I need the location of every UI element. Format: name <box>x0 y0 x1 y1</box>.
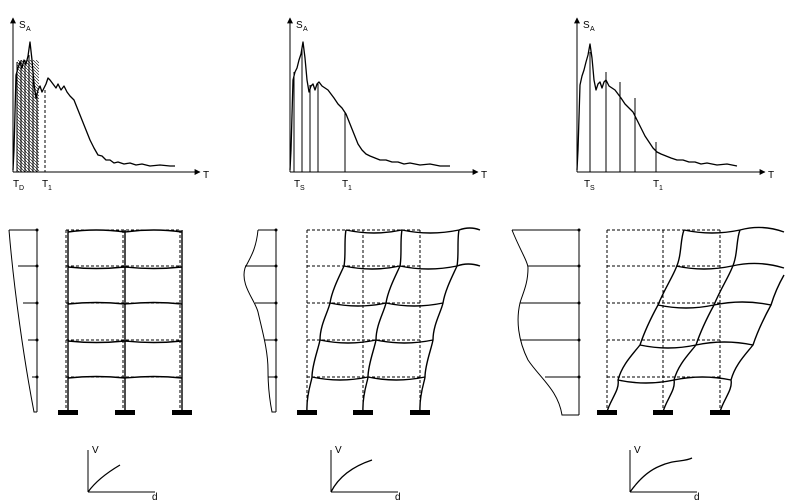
sa-label-left: S <box>19 20 26 31</box>
capacity-curve-right: V d <box>629 445 700 502</box>
t1-label-left: T <box>42 179 48 190</box>
capacity-curve-middle: V d <box>330 445 401 502</box>
t-label-left: T <box>203 170 209 181</box>
spectrum-chart-left: S A T T D T 1 <box>10 17 209 192</box>
d-label-left: d <box>152 492 158 502</box>
spectrum-curve-left <box>12 41 175 171</box>
t-label-middle: T <box>481 170 487 181</box>
t0-label-middle: T <box>294 179 300 190</box>
panel-middle: S A T T S T 1 <box>243 17 487 502</box>
sa-sub-left: A <box>26 26 31 33</box>
t0-label-left: T <box>13 179 19 190</box>
v-label-right: V <box>634 445 641 456</box>
d-label-right: d <box>694 492 700 502</box>
load-profile-middle <box>243 228 278 413</box>
spectrum-curve-middle <box>289 41 450 171</box>
sa-label-right: S <box>583 20 590 31</box>
t1-sub-right: 1 <box>659 185 663 192</box>
capacity-curve-left: V d <box>87 445 158 502</box>
frame-right <box>597 226 785 415</box>
t1-label-right: T <box>653 179 659 190</box>
t1-sub-left: 1 <box>48 185 52 192</box>
spectrum-chart-middle: S A T T S T 1 <box>287 17 487 192</box>
t1-sub-middle: 1 <box>348 185 352 192</box>
t1-label-middle: T <box>342 179 348 190</box>
sa-label-middle: S <box>296 20 303 31</box>
load-profile-left <box>8 228 39 413</box>
hatched-band-left <box>17 60 39 172</box>
spectrum-chart-right: S A T T S T 1 <box>574 17 774 192</box>
spectrum-curve-right <box>576 43 738 171</box>
sa-sub-right: A <box>590 26 595 33</box>
panel-left: S A T T D T 1 <box>8 17 209 502</box>
sa-sub-middle: A <box>303 26 308 33</box>
frame-left <box>58 229 192 415</box>
t0-sub-left: D <box>19 185 24 192</box>
t0-sub-middle: S <box>300 185 305 192</box>
v-label-left: V <box>92 445 99 456</box>
t0-sub-right: S <box>590 185 595 192</box>
d-label-middle: d <box>395 492 401 502</box>
load-profile-right <box>511 228 581 416</box>
t-label-right: T <box>768 170 774 181</box>
frame-middle <box>297 227 481 415</box>
v-label-middle: V <box>335 445 342 456</box>
panel-right: S A T T S T 1 <box>511 17 785 502</box>
t0-label-right: T <box>584 179 590 190</box>
